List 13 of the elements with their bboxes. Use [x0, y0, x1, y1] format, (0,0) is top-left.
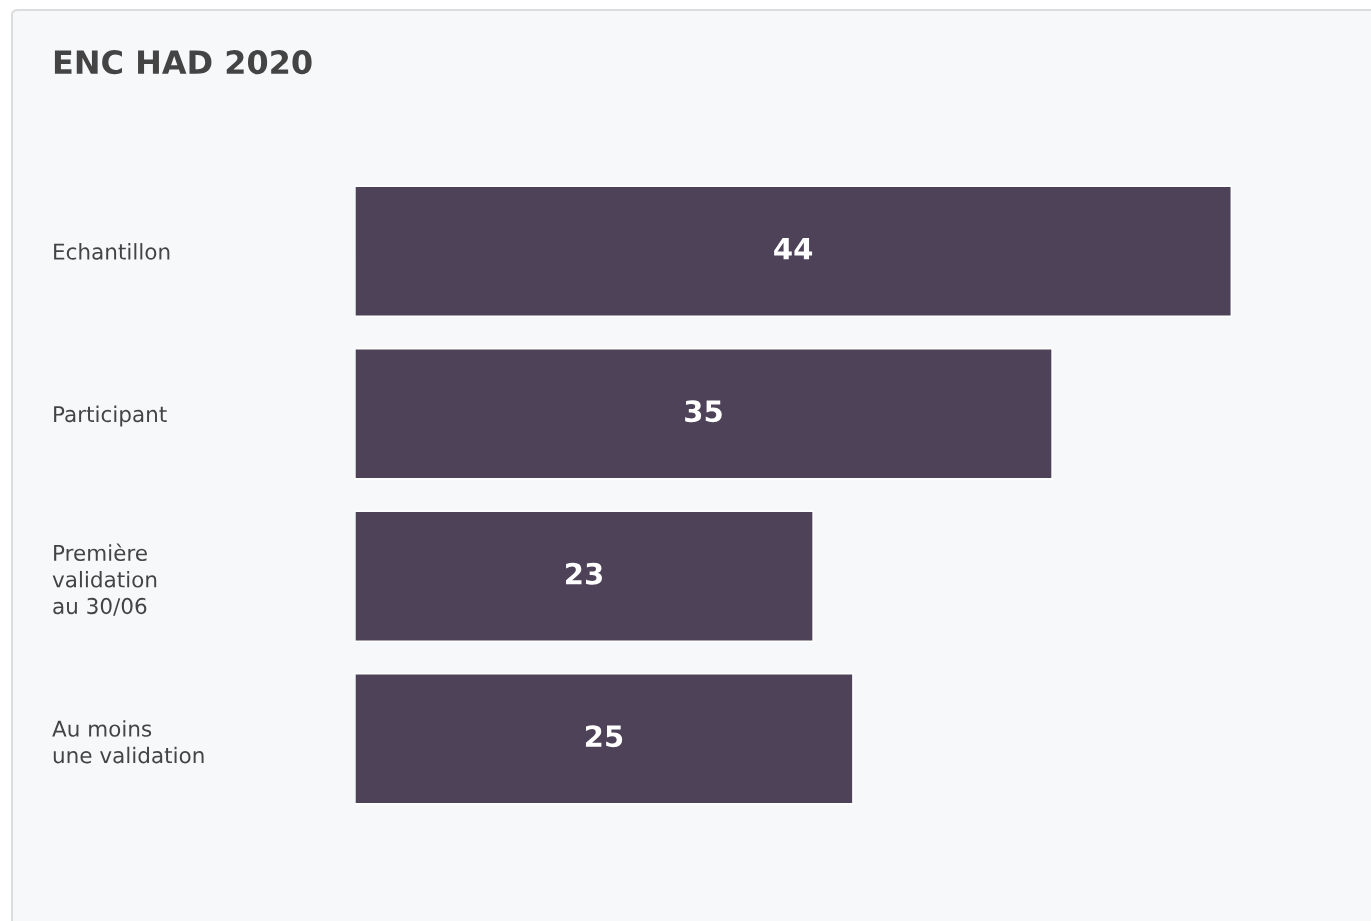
data-label: 25	[585, 725, 623, 748]
bar	[355, 673, 854, 805]
data-label: 44	[774, 238, 813, 260]
bar	[355, 348, 1053, 480]
data-label: 23	[566, 562, 602, 585]
y-tick-label: Participant	[54, 405, 167, 427]
y-tick-label: Au moins une validation	[52, 720, 204, 764]
y-tick-label: Première validation au 30/06	[52, 543, 157, 616]
bar	[355, 510, 814, 642]
bar	[355, 185, 1232, 317]
data-label: 35	[685, 400, 722, 423]
y-tick-label: Echantillon	[54, 243, 170, 260]
chart-title: ENC HAD 2020	[54, 50, 312, 75]
